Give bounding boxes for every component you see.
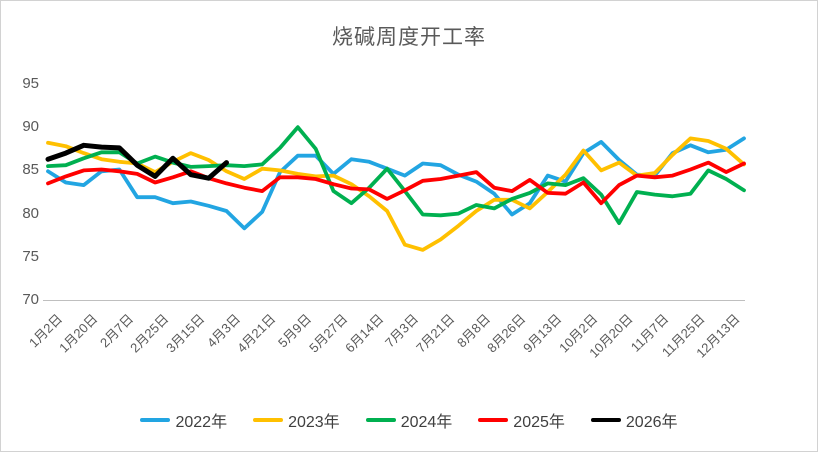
legend-line-swatch: [140, 418, 171, 422]
legend: 2022年 2023年 2024年 2025年 2026年: [1, 408, 817, 432]
legend-item-2024年: 2024年: [365, 408, 453, 432]
legend-line-swatch: [253, 418, 284, 422]
legend-label: 2025年: [513, 414, 565, 431]
legend-item-2022年: 2022年: [140, 408, 227, 432]
series-line-2024年: [46, 125, 746, 226]
legend-line-swatch: [365, 418, 396, 422]
chart-title: 烧碱周度开工率: [332, 26, 486, 49]
legend-item-2023年: 2023年: [253, 408, 340, 432]
y-tick-label: 90: [22, 118, 39, 136]
series-line-2025年: [46, 160, 746, 206]
series-line-2022年: [46, 136, 746, 231]
legend-label: 2026年: [625, 414, 678, 431]
legend-item-2026年: 2026年: [590, 408, 678, 432]
legend-line-swatch: [478, 418, 509, 422]
legend-item-2025年: 2025年: [478, 408, 565, 432]
legend-line-swatch: [590, 418, 621, 422]
series-line-2026年: [45, 142, 229, 181]
y-tick-label: 75: [22, 247, 39, 265]
y-tick-label: 70: [22, 291, 39, 308]
legend-label: 2023年: [288, 414, 340, 431]
y-tick-label: 95: [22, 75, 39, 92]
legend-label: 2022年: [175, 414, 228, 431]
y-tick-label: 80: [22, 204, 39, 222]
y-tick-label: 85: [22, 161, 39, 179]
legend-label: 2024年: [400, 414, 453, 431]
